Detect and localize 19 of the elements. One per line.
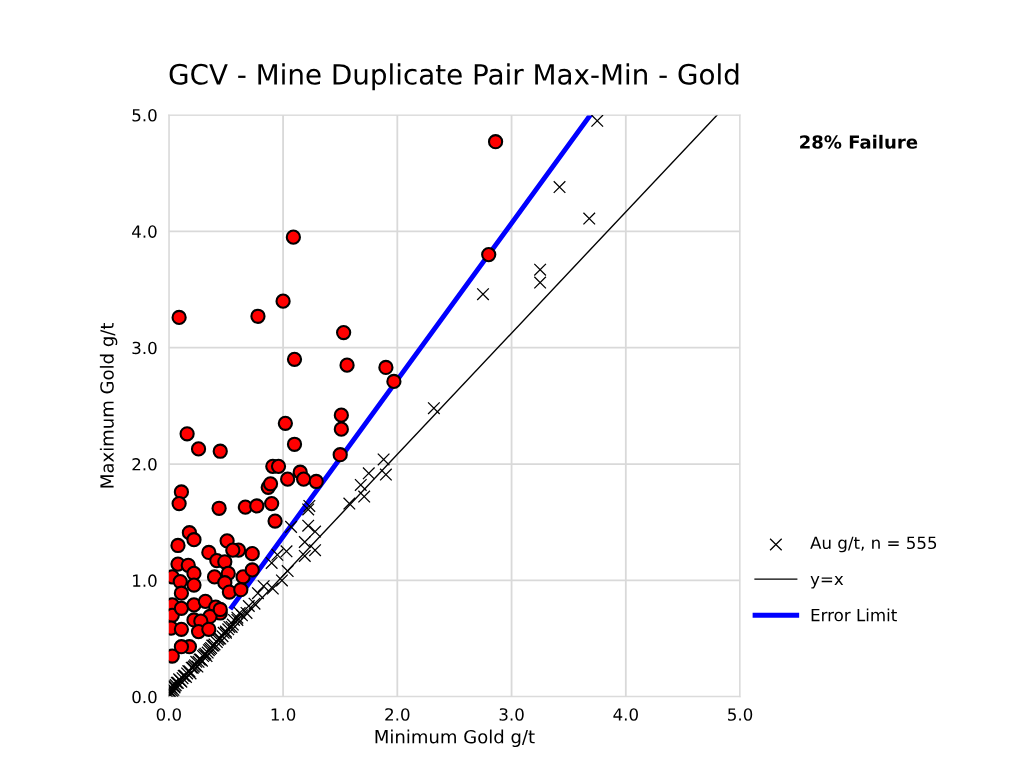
text: 28% Failure <box>800 134 918 149</box>
y-tick-label: 2.0 <box>132 458 157 471</box>
x-tick-label: 4.0 <box>613 708 638 721</box>
legend-label: y=x <box>810 575 844 589</box>
y-axis-title: Maximum Gold g/t <box>99 323 118 488</box>
y-tick-label: 4.0 <box>132 225 157 238</box>
y-tick-label: 3.0 <box>132 341 157 355</box>
legend-label: Error Limit <box>811 608 897 622</box>
chart-title: GCV - Mine Duplicate Pair Max-Min - Gold <box>169 63 739 91</box>
x-tick-label: 5.0 <box>728 708 753 721</box>
x-tick-label: 3.0 <box>499 708 524 721</box>
y-tick-label: 1.0 <box>133 574 157 587</box>
y-tick-label: 5.0 <box>132 108 157 122</box>
y-tick-label: 0.0 <box>132 690 157 704</box>
x-tick-label: 1.0 <box>271 708 296 721</box>
legend-label: Au g/t, n = 555 <box>810 536 937 553</box>
x-axis-title: Minimum Gold g/t <box>375 729 535 748</box>
x-tick-label: 0.0 <box>156 708 181 721</box>
x-tick-label: 2.0 <box>385 708 410 721</box>
